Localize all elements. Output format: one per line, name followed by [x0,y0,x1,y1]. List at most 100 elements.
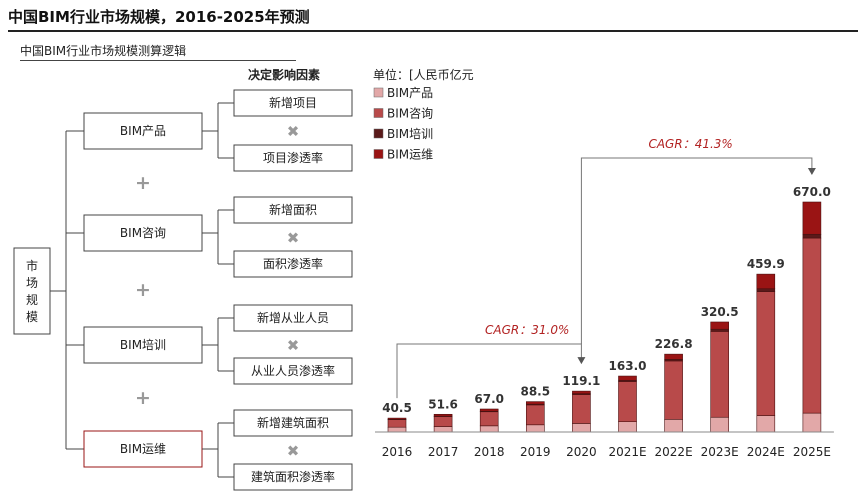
cagr-arrow-1 [577,357,586,365]
bar-segment [664,418,683,433]
factor-box [233,144,353,172]
bar-segment [479,408,499,412]
page-title: 中国BIM行业市场规模，2016-2025年预测 [8,8,310,26]
plus-icon: + [135,387,151,409]
bar-segment [433,416,453,427]
bar-segment [525,401,545,405]
factor-box [233,357,353,385]
title-divider [8,30,858,32]
root-label-char: 市 [26,258,38,273]
x-tick-label: 2025E [793,445,831,459]
bar-total-label: 88.5 [520,385,550,399]
factor-label: 从业人员渗透率 [251,363,335,378]
bar-segment [664,353,683,360]
bar-segment [710,328,730,332]
cagr-bracket-2 [580,157,813,344]
x-tick-label: 2024E [747,445,785,459]
bar-total-label: 459.9 [747,257,785,271]
legend-label: BIM运维 [387,148,433,162]
plus-icon: + [135,172,151,194]
factor-box [233,89,353,117]
factor-box [233,463,353,491]
factor-label: 新增面积 [269,202,317,217]
times-icon: ✖ [287,337,300,355]
factor-box [233,409,353,437]
chart-unit: 单位：[人民币亿元 [373,67,474,82]
bar-total-label: 163.0 [609,359,647,373]
group-label: BIM培训 [120,337,166,352]
bar-segment [710,321,730,330]
x-tick-label: 2023E [701,445,739,459]
bar-segment [525,404,545,426]
factor-bracket [202,422,234,478]
bar-segment [387,426,407,433]
bar-segment [572,423,591,433]
bar-total-label: 67.0 [474,392,504,406]
bar-total-label: 320.5 [701,305,739,319]
factor-bracket [202,102,234,159]
bar-total-label: 670.0 [793,185,831,199]
legend-swatch [373,149,384,159]
bar-segment [572,394,591,424]
x-tick-label: 2016 [382,445,413,459]
legend-swatch [373,87,384,98]
bar-segment [756,288,776,292]
factors-header: 决定影响因素 [248,67,320,82]
cagr-label-1: CAGR：31.0% [485,323,569,337]
root-label-char: 模 [26,310,38,324]
legend-swatch [373,128,384,139]
factor-box [233,304,353,332]
factor-bracket [202,317,234,372]
bar-total-label: 40.5 [382,401,412,415]
factor-label: 建筑面积渗透率 [251,469,335,484]
bar-segment [618,381,637,423]
bar-segment [756,273,776,290]
bar-segment [802,412,822,433]
bar-segment [479,425,499,433]
bar-segment [802,237,822,414]
x-tick-label: 2020 [566,445,597,459]
bar-segment [433,426,453,433]
bar-segment [387,417,407,420]
root-box [13,247,51,335]
bar-segment [433,413,453,417]
cagr-bracket-1 [396,343,582,399]
plus-icon: + [135,279,151,301]
bar-segment [710,416,730,433]
bar-segment [664,360,683,420]
factor-box [233,250,353,278]
times-icon: ✖ [287,123,300,141]
subtitle-underline [20,60,296,61]
group-box [83,430,203,468]
bar-segment [525,424,545,433]
bar-segment [387,419,407,428]
root-label-char: 场 [26,276,38,290]
x-tick-label: 2022E [655,445,693,459]
bar-total-label: 51.6 [428,397,458,411]
bar-segment [618,421,637,433]
root-label-char: 规 [26,292,38,307]
group-box [83,214,203,252]
times-icon: ✖ [287,442,300,460]
group-box [83,326,203,364]
group-label: BIM产品 [120,124,166,138]
bar-segment [802,201,822,235]
legend-label: BIM培训 [387,126,433,141]
bar-total-label: 119.1 [562,374,600,388]
bar-total-label: 226.8 [655,337,693,351]
group-box [83,112,203,150]
legend-label: BIM产品 [387,86,433,100]
bar-segment [572,390,591,394]
legend-label: BIM咨询 [387,106,433,121]
bar-segment [479,411,499,427]
factor-box [233,196,353,224]
x-tick-label: 2017 [428,445,459,459]
cagr-label-2: CAGR：41.3% [648,137,732,151]
factor-label: 新增建筑面积 [257,415,329,430]
bar-segment [618,375,637,381]
bar-segment [756,415,776,433]
cagr-arrow-2 [807,168,816,175]
group-label: BIM咨询 [120,225,166,240]
